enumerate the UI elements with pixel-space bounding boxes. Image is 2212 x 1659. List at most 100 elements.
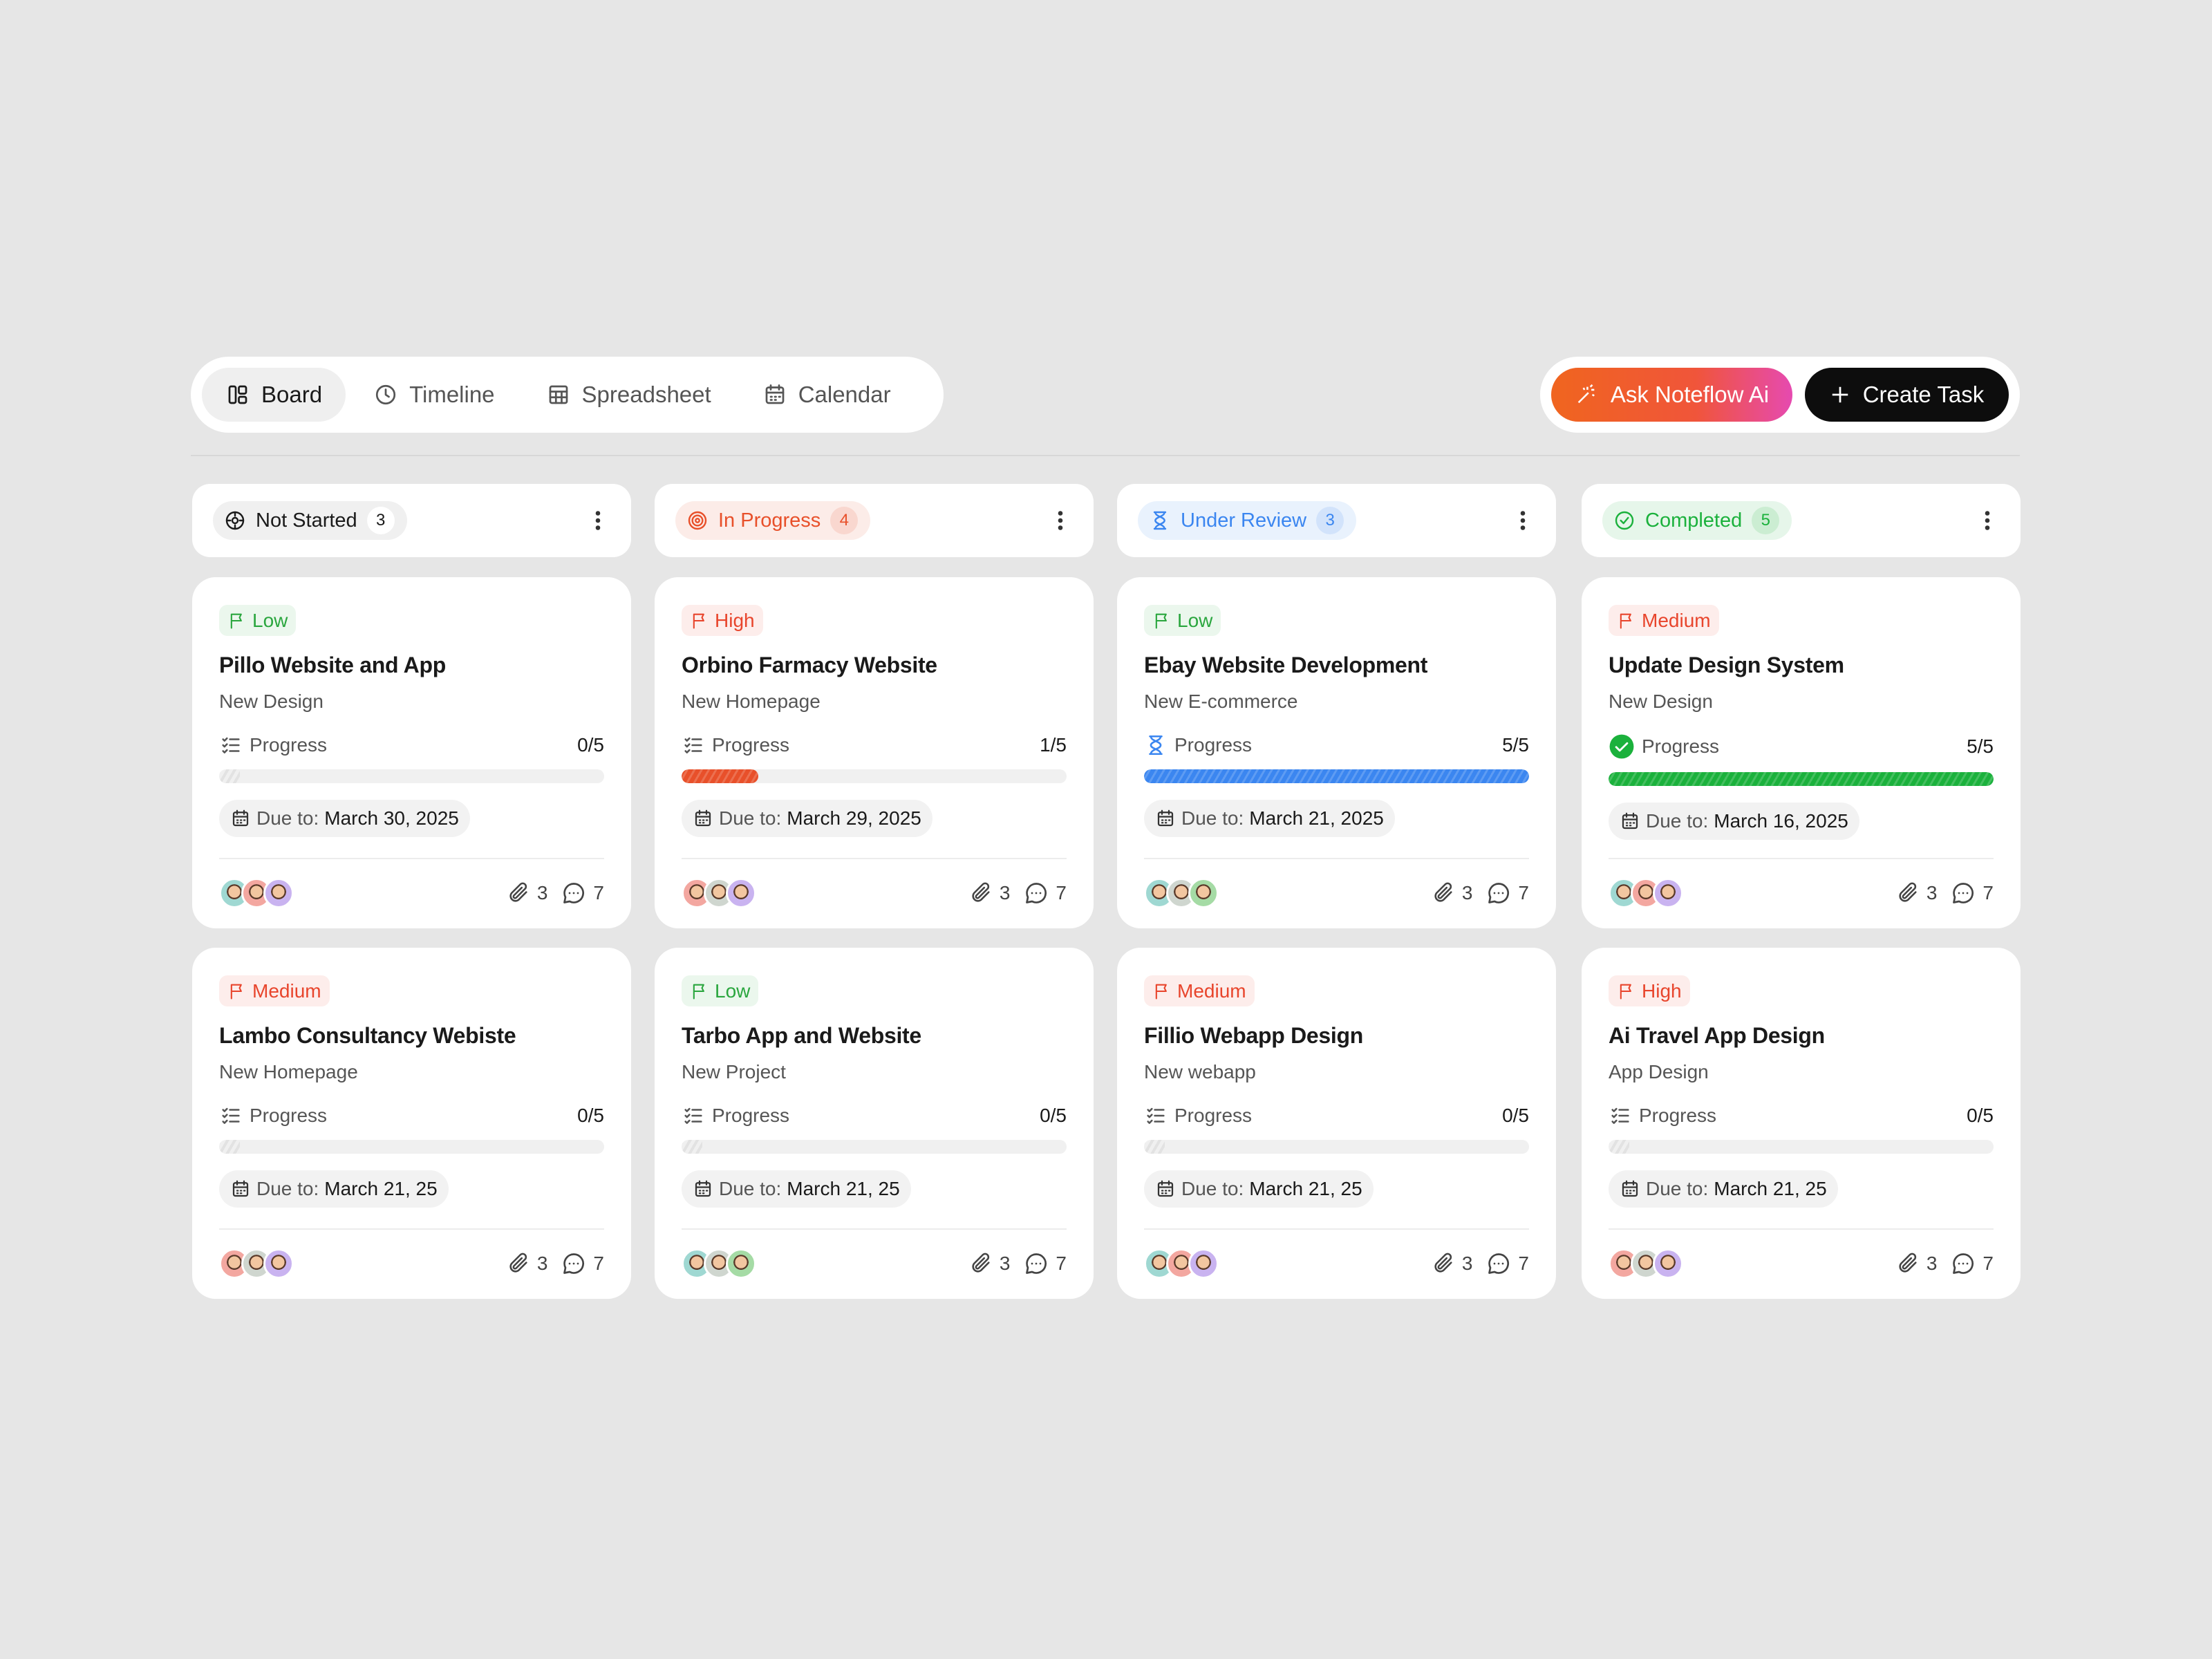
comment-icon	[1951, 1251, 1976, 1276]
flag-icon	[1152, 611, 1172, 630]
progress-icon	[219, 1104, 243, 1127]
task-card[interactable]: High Orbino Farmacy Website New Homepage Pr…	[655, 577, 1094, 928]
priority-label: Medium	[252, 980, 321, 1002]
task-card[interactable]: High Ai Travel App Design App Design Progre…	[1582, 948, 2021, 1299]
task-subtitle: New Project	[682, 1061, 786, 1082]
avatar	[263, 1248, 294, 1279]
progress-track	[1144, 1140, 1529, 1154]
column: Completed 5 Medium Update Design System New …	[1582, 484, 2021, 1299]
column-menu[interactable]	[1048, 508, 1073, 533]
progress-row: Progress 0/5	[682, 1104, 1067, 1127]
progress-icon	[1144, 1104, 1168, 1127]
calendar-icon	[693, 1179, 713, 1199]
assignees	[1144, 1248, 1219, 1279]
task-subtitle: New Design	[1609, 691, 1713, 712]
progress-icon	[682, 1104, 705, 1127]
attachment-icon	[507, 1252, 530, 1275]
task-card[interactable]: Low Ebay Website Development New E-commerc…	[1117, 577, 1556, 928]
progress-label: Progress	[1639, 1105, 1717, 1126]
priority-badge: Low	[219, 605, 297, 636]
progress-value: 0/5	[1040, 1105, 1067, 1126]
progress-icon	[1144, 733, 1168, 757]
comment-count: 7	[1983, 1253, 1994, 1274]
assignees	[682, 878, 756, 908]
task-title: Lambo Consultancy Webiste	[219, 1023, 516, 1048]
priority-label: High	[1642, 980, 1682, 1002]
tab-label: Calendar	[798, 382, 891, 407]
due-date: Due to: March 29, 2025	[682, 800, 932, 837]
wand-icon	[1577, 384, 1595, 404]
attachment-count: 3	[1461, 882, 1473, 903]
progress-label-group: Progress	[682, 733, 789, 757]
task-card[interactable]: Low Pillo Website and App New Design Progre…	[192, 577, 631, 928]
comment-count: 7	[1056, 1253, 1067, 1274]
avatar	[1188, 1248, 1219, 1279]
due-date: Due to: March 21, 25	[682, 1170, 911, 1208]
column-menu[interactable]	[1510, 508, 1535, 533]
progress-value: 0/5	[577, 1105, 604, 1126]
due-label: Due to:	[719, 1178, 782, 1199]
due-label: Due to:	[719, 807, 782, 829]
due-label: Due to:	[256, 1178, 319, 1199]
progress-track	[219, 1140, 604, 1154]
task-title: Update Design System	[1609, 653, 1844, 677]
progress-value: 0/5	[577, 734, 604, 756]
progress-label-group: Progress	[1609, 1104, 1716, 1127]
progress-track	[219, 769, 604, 783]
progress-label: Progress	[250, 734, 328, 756]
avatar	[726, 878, 756, 908]
flag-icon	[227, 982, 247, 1001]
progress-row: Progress 0/5	[1609, 1104, 1994, 1127]
comment-icon	[1486, 1251, 1511, 1276]
due-value: March 21, 2025	[1249, 807, 1384, 829]
assignees	[682, 1248, 756, 1279]
assignees	[219, 878, 294, 908]
tab-label: Timeline	[409, 382, 495, 407]
progress-fill	[1144, 769, 1529, 783]
view-tab[interactable]: Board	[202, 368, 346, 422]
task-card[interactable]: Low Tarbo App and Website New Project Progr…	[655, 948, 1094, 1299]
assignees	[1609, 878, 1683, 908]
progress-row: Progress 0/5	[1144, 1104, 1529, 1127]
priority-label: Medium	[1177, 980, 1246, 1002]
status-badge: Not Started 3	[213, 501, 407, 540]
tab-label: Board	[261, 382, 323, 407]
avatar	[726, 1248, 756, 1279]
task-card[interactable]: Medium Update Design System New Design Prog…	[1582, 577, 2021, 928]
task-card[interactable]: Medium Fillio Webapp Design New webapp Prog…	[1117, 948, 1556, 1299]
view-tab[interactable]: Spreadsheet	[523, 368, 735, 422]
column-menu[interactable]	[1975, 508, 2000, 533]
priority-label: Low	[252, 609, 288, 631]
status-icon	[1149, 509, 1171, 532]
ask-ai-button[interactable]: Ask Noteflow Ai	[1551, 368, 1792, 422]
flag-icon	[227, 611, 247, 630]
view-tab[interactable]: Calendar	[739, 368, 915, 422]
progress-label-group: Progress	[1609, 733, 1719, 760]
due-date: Due to: March 16, 2025	[1609, 803, 1859, 840]
comment-count: 7	[593, 882, 604, 903]
priority-badge: Low	[1144, 605, 1221, 636]
priority-badge: Medium	[1609, 605, 1719, 636]
progress-value: 5/5	[1967, 735, 1994, 757]
due-value: March 21, 25	[324, 1178, 438, 1199]
priority-label: High	[715, 609, 755, 631]
create-task-label: Create Task	[1862, 382, 1985, 407]
task-card[interactable]: Medium Lambo Consultancy Webiste New Homep…	[192, 948, 631, 1299]
view-tab[interactable]: Timeline	[350, 368, 518, 422]
tab-icon	[546, 382, 571, 407]
calendar-icon	[1620, 811, 1640, 832]
flag-icon	[1152, 982, 1172, 1001]
comment-icon	[1951, 881, 1976, 906]
progress-label-group: Progress	[1144, 733, 1252, 757]
column-menu[interactable]	[585, 508, 610, 533]
attachment-count: 3	[1926, 882, 1938, 903]
create-task-button[interactable]: Create Task	[1804, 368, 2009, 422]
task-subtitle: New webapp	[1144, 1061, 1256, 1082]
